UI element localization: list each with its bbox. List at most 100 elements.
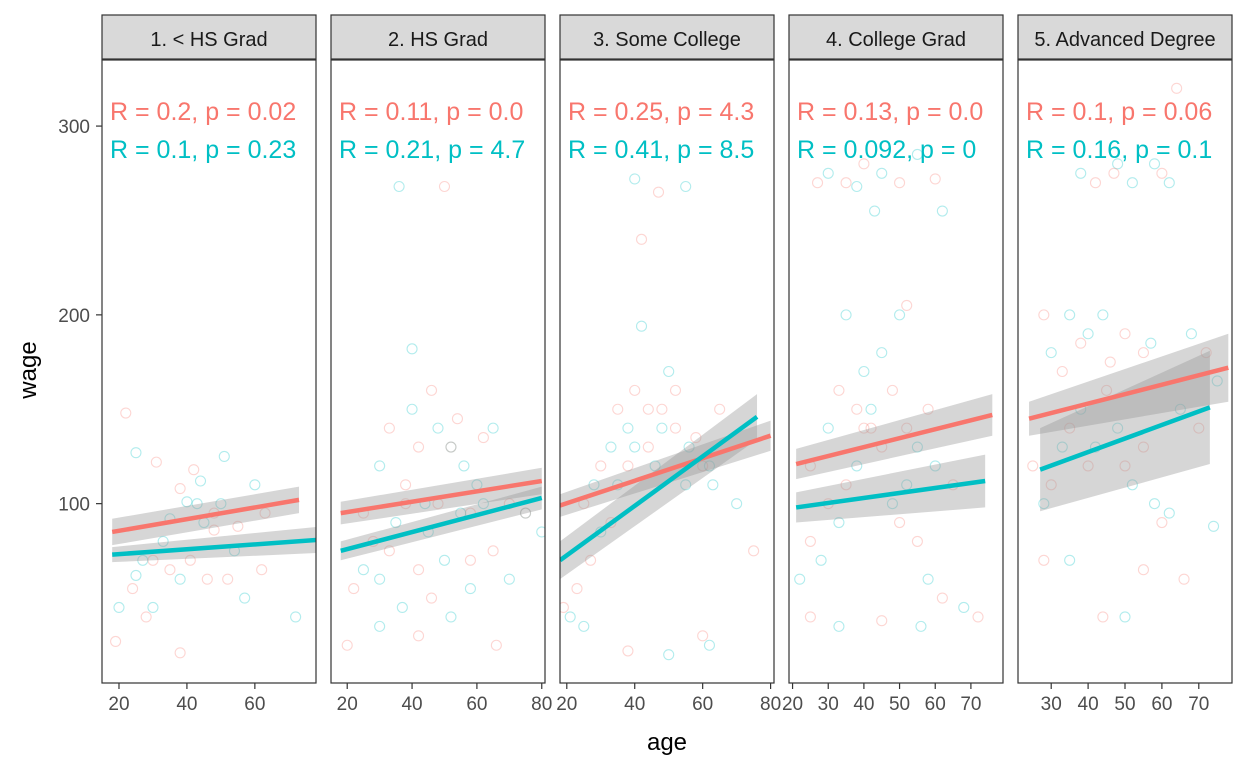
- data-point: [886, 498, 898, 510]
- data-point: [1148, 158, 1161, 170]
- regression-line: [1028, 365, 1229, 421]
- y-tick-label: 200: [58, 306, 90, 327]
- data-point: [642, 441, 654, 453]
- data-point: [374, 620, 386, 632]
- x-tick-label: 20: [108, 694, 129, 715]
- data-point: [477, 432, 489, 444]
- data-point: [936, 205, 948, 217]
- data-point: [690, 432, 702, 444]
- panels-group: 1. < HS Grad R = 0.2, p = 0.02 R = 0.1, p …: [101, 14, 1233, 715]
- panel-frame: [788, 59, 1004, 684]
- data-point: [451, 413, 464, 425]
- data-point: [683, 441, 695, 453]
- data-point: [1027, 460, 1039, 472]
- data-point: [390, 516, 402, 529]
- data-point: [629, 441, 641, 453]
- x-tick-label: 40: [401, 694, 422, 715]
- data-point: [239, 592, 251, 604]
- data-point: [425, 592, 438, 604]
- data-point: [438, 180, 451, 193]
- data-point: [406, 403, 418, 415]
- data-point: [1185, 328, 1197, 340]
- data-point: [374, 460, 386, 472]
- data-point: [876, 615, 888, 627]
- data-point: [1171, 82, 1183, 94]
- x-tick-label: 20: [556, 694, 577, 715]
- panel-strip: [788, 14, 1004, 60]
- x-tick-label: 80: [531, 694, 552, 715]
- data-point: [503, 573, 515, 585]
- panel-background: [1018, 60, 1232, 683]
- data-point: [697, 630, 709, 642]
- data-point: [1137, 347, 1149, 359]
- panel-plot-area: R = 0.2, p = 0.02 R = 0.1, p = 0.23: [110, 98, 316, 659]
- data-point: [1038, 498, 1050, 510]
- data-point: [1045, 347, 1057, 359]
- x-tick-label: 60: [244, 694, 265, 715]
- data-point: [464, 554, 476, 566]
- data-point: [922, 573, 934, 585]
- data-point: [1119, 460, 1131, 472]
- data-point: [663, 649, 675, 661]
- data-point: [1056, 365, 1068, 378]
- data-point: [876, 347, 888, 359]
- panel-1: 1. < HS Grad R = 0.2, p = 0.02 R = 0.1, p …: [101, 14, 317, 715]
- data-point: [222, 573, 234, 585]
- data-point: [605, 441, 617, 453]
- data-point: [929, 173, 941, 185]
- data-point: [438, 554, 451, 566]
- y-tick-label: 300: [58, 117, 90, 138]
- data-point: [383, 545, 395, 557]
- data-point: [1145, 337, 1157, 349]
- regression-line: [560, 433, 772, 508]
- data-point: [150, 456, 162, 468]
- data-point: [578, 620, 590, 632]
- data-point: [901, 422, 913, 434]
- data-point: [703, 460, 716, 472]
- data-point: [663, 365, 675, 378]
- data-point: [635, 233, 648, 245]
- panel-strip-label: 5. Advanced Degree: [1034, 29, 1215, 51]
- x-tick-label: 50: [889, 694, 910, 715]
- data-point: [564, 611, 576, 623]
- panel-3: 3. Some College R = 0.25, p = 4.3 R = 0.41…: [556, 14, 781, 715]
- data-point: [652, 186, 665, 198]
- regression-line: [111, 497, 300, 535]
- data-point: [1075, 337, 1087, 349]
- data-point: [113, 601, 125, 614]
- data-point: [1148, 498, 1161, 510]
- correlation-annotation: R = 0.1, p = 0.06: [1026, 98, 1212, 126]
- data-point: [1163, 507, 1175, 519]
- data-point: [208, 524, 220, 536]
- data-point: [458, 460, 470, 472]
- data-point: [374, 573, 386, 585]
- data-point: [194, 475, 207, 487]
- data-point: [1056, 441, 1068, 453]
- correlation-annotation: R = 0.21, p = 4.7: [339, 136, 525, 164]
- data-point: [911, 148, 923, 160]
- panel-strip: [330, 14, 546, 60]
- data-point: [851, 403, 863, 415]
- confidence-band: [796, 394, 993, 480]
- data-point: [649, 460, 661, 472]
- data-point: [1211, 375, 1223, 387]
- data-point: [1178, 573, 1190, 585]
- data-point: [1101, 384, 1113, 396]
- regression-line: [560, 414, 759, 563]
- data-point: [595, 460, 607, 472]
- panel-strip-label: 1. < HS Grad: [150, 29, 267, 51]
- data-point: [1156, 167, 1168, 179]
- data-point: [1089, 177, 1102, 189]
- data-point: [393, 180, 405, 193]
- correlation-annotation: R = 0.2, p = 0.02: [110, 98, 296, 126]
- data-point: [1064, 309, 1076, 321]
- data-point: [536, 526, 545, 538]
- data-point: [622, 460, 634, 472]
- panel-2: 2. HS Grad R = 0.11, p = 0.0 R = 0.21, p =…: [330, 14, 552, 715]
- data-point: [406, 343, 418, 355]
- data-point: [714, 403, 726, 415]
- data-point: [585, 554, 597, 566]
- data-point: [147, 554, 159, 566]
